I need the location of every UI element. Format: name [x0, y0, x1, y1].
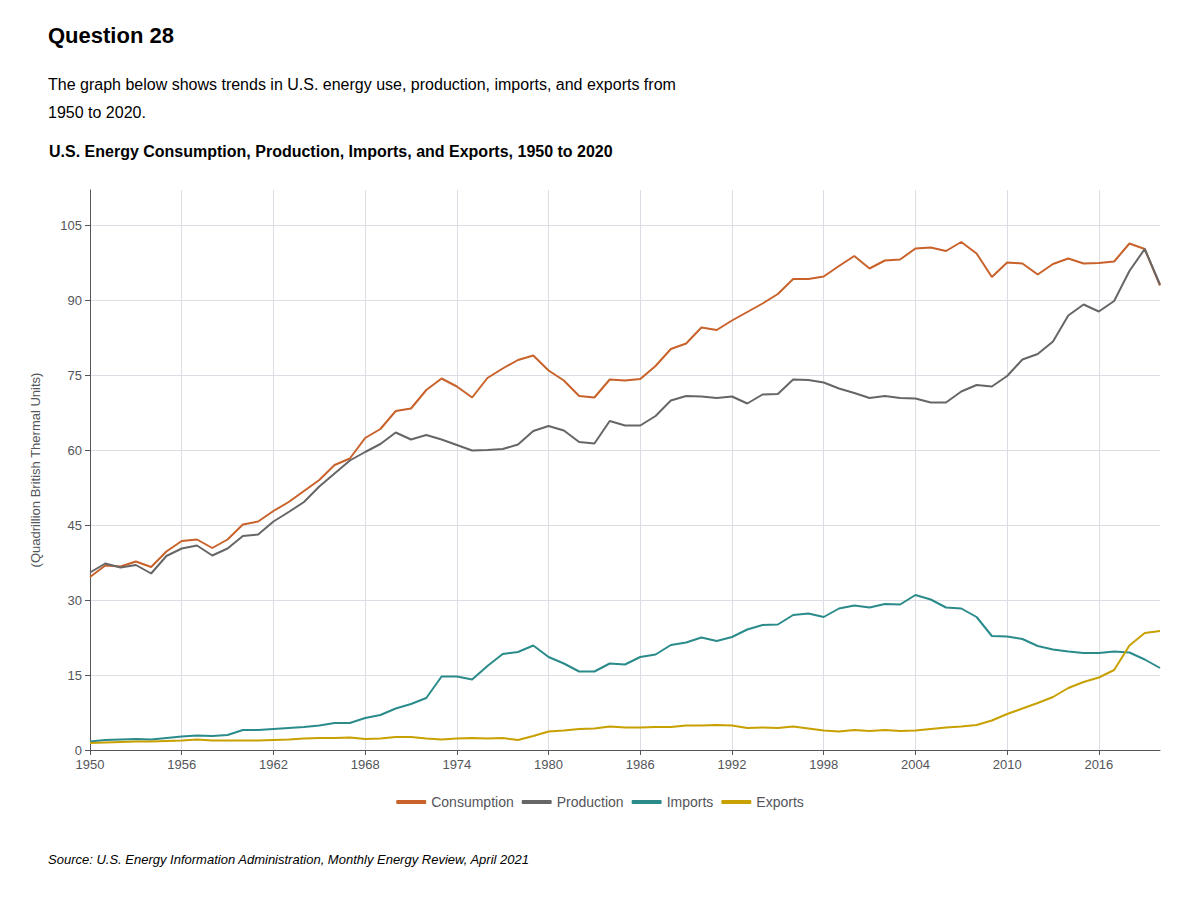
svg-text:1950: 1950 — [76, 757, 105, 772]
svg-text:1968: 1968 — [351, 757, 380, 772]
svg-text:60: 60 — [68, 443, 82, 458]
svg-text:1962: 1962 — [259, 757, 288, 772]
svg-text:Consumption: Consumption — [431, 794, 514, 810]
svg-text:1980: 1980 — [534, 757, 563, 772]
svg-text:(Quadrillion British Thermal U: (Quadrillion British Thermal Units) — [28, 373, 43, 568]
svg-text:1956: 1956 — [167, 757, 196, 772]
svg-text:90: 90 — [68, 293, 82, 308]
svg-text:15: 15 — [68, 668, 82, 683]
svg-text:45: 45 — [68, 518, 82, 533]
svg-text:30: 30 — [68, 593, 82, 608]
svg-text:2004: 2004 — [901, 757, 930, 772]
svg-text:1992: 1992 — [718, 757, 747, 772]
svg-text:2016: 2016 — [1084, 757, 1113, 772]
svg-text:U.S. Energy Consumption, Produ: U.S. Energy Consumption, Production, Imp… — [49, 143, 613, 160]
svg-text:Source: U.S. Energy Informatio: Source: U.S. Energy Information Administ… — [48, 852, 529, 867]
svg-text:1998: 1998 — [809, 757, 838, 772]
svg-text:105: 105 — [60, 218, 82, 233]
svg-text:Imports: Imports — [667, 794, 714, 810]
svg-text:75: 75 — [68, 368, 82, 383]
svg-text:2010: 2010 — [993, 757, 1022, 772]
svg-text:Production: Production — [557, 794, 624, 810]
svg-text:1950 to 2020.: 1950 to 2020. — [48, 104, 146, 121]
svg-text:Exports: Exports — [756, 794, 803, 810]
svg-text:Question 28: Question 28 — [48, 23, 174, 48]
svg-text:The graph below shows trends i: The graph below shows trends in U.S. ene… — [48, 76, 676, 93]
svg-text:1986: 1986 — [626, 757, 655, 772]
svg-text:1974: 1974 — [442, 757, 471, 772]
svg-text:0: 0 — [75, 743, 82, 758]
